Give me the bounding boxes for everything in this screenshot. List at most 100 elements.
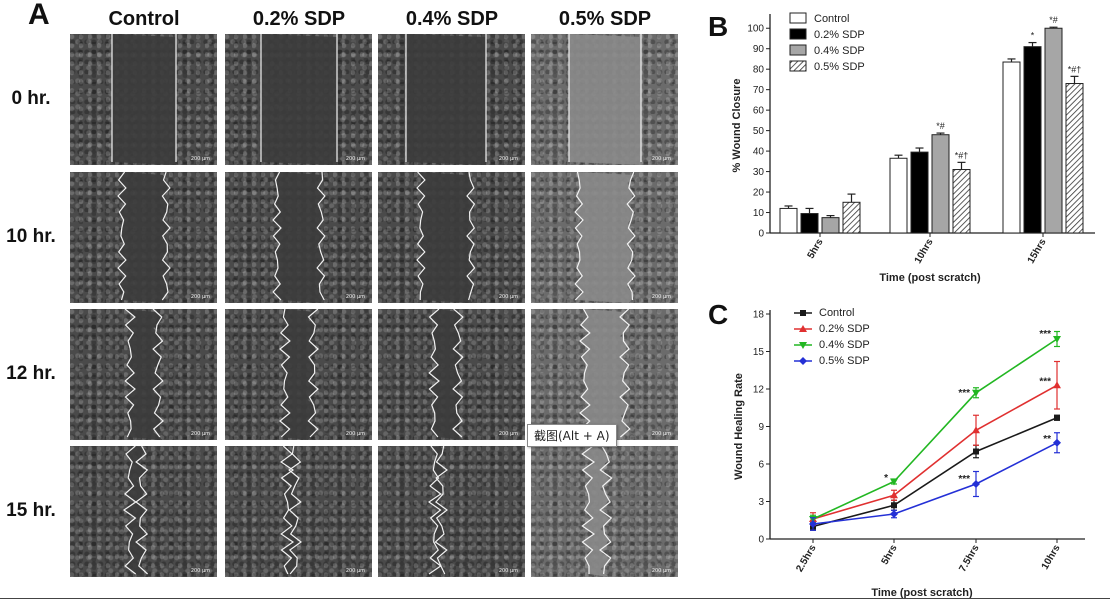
scale-bar-label: 200 µm: [652, 294, 671, 300]
column-label: Control: [108, 8, 180, 30]
scale-bar-label: 200 µm: [346, 294, 365, 300]
y-tick-label: 60: [753, 106, 765, 117]
legend-label: 0.2% SDP: [814, 29, 865, 41]
wound-gap: 200 µm: [579, 309, 671, 440]
y-tick-label: 9: [758, 422, 764, 433]
legend-marker: [800, 310, 806, 316]
y-tick-label: 10: [753, 208, 765, 219]
scale-bar-label: 200 µm: [346, 156, 365, 162]
wound-gap: 200 µm: [279, 309, 365, 440]
data-point: [1053, 336, 1061, 343]
data-point: [890, 491, 898, 499]
micrograph: 200 µm: [378, 34, 525, 165]
y-tick-label: 70: [753, 85, 765, 96]
micrograph: 200 µm: [225, 34, 372, 165]
significance-label: ***: [958, 474, 970, 485]
micrograph: 200 µm: [225, 446, 372, 577]
bar: [779, 207, 798, 234]
series-line: [812, 338, 1058, 520]
significance-label: *: [1031, 31, 1035, 41]
legend-label: 0.4% SDP: [814, 45, 865, 57]
x-tick-label: 7.5hrs: [957, 543, 981, 574]
series-line: [812, 442, 1058, 525]
significance-label: *#†: [1068, 64, 1082, 74]
wound-gap: 200 µm: [272, 172, 365, 303]
legend-swatch: [789, 60, 807, 72]
bar: [1002, 61, 1021, 234]
y-tick-label: 6: [758, 460, 764, 471]
series-line: [812, 384, 1058, 520]
wound-gap: 200 µm: [111, 34, 210, 165]
data-point: [809, 520, 817, 528]
y-tick-label: 0: [758, 229, 764, 240]
wound-gap: 200 µm: [260, 34, 365, 165]
significance-label: ***: [958, 388, 970, 399]
micrograph: 200 µm: [225, 172, 372, 303]
wound-gap: 200 µm: [117, 172, 210, 303]
micrograph: 200 µm: [378, 309, 525, 440]
data-point: [972, 426, 980, 434]
micrograph: 200 µm: [70, 172, 217, 303]
scale-bar-label: 200 µm: [499, 156, 518, 162]
micrograph: 200 µm: [70, 446, 217, 577]
wound-gap: 200 µm: [405, 34, 518, 165]
screenshot-tooltip: 截图(Alt + A): [527, 424, 617, 447]
series-line: [812, 417, 1058, 528]
legend-label: 0.2% SDP: [819, 323, 870, 335]
data-point: [1054, 414, 1060, 421]
y-tick-label: 50: [753, 126, 765, 137]
data-point: [972, 480, 980, 488]
data-point: [890, 510, 898, 518]
wound-gap: 200 µm: [574, 172, 671, 303]
scale-bar-label: 200 µm: [191, 431, 210, 437]
row-label: 15 hr.: [6, 500, 56, 521]
y-tick-label: 20: [753, 188, 765, 199]
wound-gap: 200 µm: [124, 309, 210, 440]
row-label: 12 hr.: [6, 363, 56, 384]
x-tick-label: 2.5hrs: [794, 543, 818, 574]
chart-b-wound-closure: B 0 10 20 30 40 50 60 70 80 90 100 % Wound Closure *#…: [708, 11, 1095, 284]
data-point: [890, 478, 898, 486]
scale-bar-label: 200 µm: [346, 568, 365, 574]
data-point: [1053, 381, 1061, 389]
row-label: 0 hr.: [11, 88, 51, 109]
x-tick-label: 10hrs: [1040, 543, 1063, 572]
scale-bar-label: 200 µm: [191, 294, 210, 300]
scale-bar-label: 200 µm: [652, 156, 671, 162]
column-label: 0.2% SDP: [252, 8, 346, 30]
y-tick-label: 30: [753, 167, 765, 178]
legend-swatch: [789, 28, 807, 40]
significance-label: **: [1043, 434, 1051, 445]
scale-bar-label: 200 µm: [652, 568, 671, 574]
micrograph: 200 µm: [70, 34, 217, 165]
micrograph: 200 µm: [378, 446, 525, 577]
wound-gap: 200 µm: [581, 446, 671, 577]
y-axis-label: % Wound Closure: [731, 79, 743, 173]
x-tick-label: 5hrs: [880, 543, 900, 567]
wound-gap: 200 µm: [427, 446, 518, 577]
bottom-divider: [0, 598, 1110, 599]
significance-label: ***: [1039, 377, 1051, 388]
x-tick-label: 5hrs: [806, 237, 826, 261]
bar: [889, 157, 908, 234]
scale-bar-label: 200 µm: [499, 568, 518, 574]
bar: [1023, 46, 1042, 234]
micrograph: 200 µm: [378, 172, 525, 303]
data-point: [1053, 438, 1061, 447]
column-label: 0.4% SDP: [405, 8, 499, 30]
y-tick-label: 100: [747, 24, 764, 35]
scale-bar-label: 200 µm: [191, 568, 210, 574]
scale-bar-label: 200 µm: [499, 294, 518, 300]
wound-gap: 200 µm: [568, 34, 671, 165]
legend-label: 0.5% SDP: [819, 355, 870, 367]
y-tick-label: 80: [753, 65, 765, 76]
wound-gap: 200 µm: [428, 309, 518, 440]
wound-gap: 200 µm: [280, 446, 365, 577]
column-label: 0.5% SDP: [558, 8, 652, 30]
bar: [821, 217, 840, 234]
legend-label: 0.4% SDP: [819, 339, 870, 351]
micrograph: 200 µm: [531, 446, 678, 577]
legend-marker: [799, 357, 807, 365]
x-tick-label: 10hrs: [913, 237, 936, 266]
x-axis-label: Time (post scratch): [879, 272, 981, 284]
